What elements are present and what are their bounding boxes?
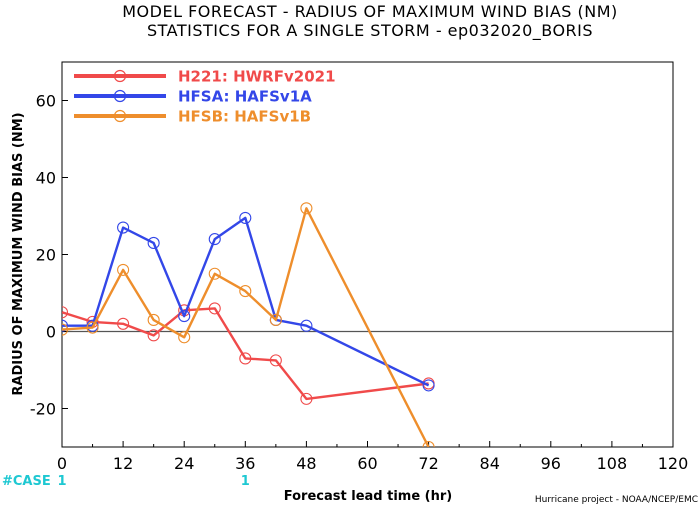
- legend: H221: HWRFv2021 HFSA: HAFSv1A HFSB: HAFSv1…: [74, 68, 336, 126]
- data-point: [62, 319, 69, 332]
- data-point: [147, 313, 160, 327]
- data-point: [269, 313, 282, 327]
- data-point: [300, 202, 313, 215]
- data-point: [422, 379, 435, 392]
- x-tick-label: 72: [418, 454, 438, 473]
- x-tick-label: 60: [357, 454, 377, 473]
- x-tick-label: 96: [541, 454, 561, 473]
- data-point: [300, 392, 313, 405]
- data-point: [239, 211, 252, 224]
- tick-layer: 0 12 24 36 48 60 72 84 96 108 120 -20 0 20 40 60: [30, 92, 688, 474]
- x-tick-label: 0: [57, 454, 67, 473]
- series-2: [62, 202, 435, 447]
- case-label: #CASE: [2, 474, 51, 489]
- data-point: [62, 306, 69, 319]
- data-point: [269, 354, 282, 367]
- x-tick-label: 108: [597, 454, 628, 473]
- legend-marker: [113, 89, 127, 103]
- series-line: [62, 307, 429, 401]
- data-point: [178, 331, 191, 344]
- data-point: [117, 317, 130, 330]
- y-tick-label: 0: [46, 323, 56, 342]
- series-line: [62, 216, 430, 387]
- data-point: [208, 233, 221, 246]
- data-point: [239, 352, 252, 365]
- legend-marker: [113, 109, 127, 123]
- data-point: [208, 267, 221, 280]
- y-axis-label: RADIUS OF MAXIMUM WIND BIAS (NM): [11, 112, 26, 395]
- legend-label: H221: HWRFv2021: [178, 68, 336, 86]
- data-point: [62, 323, 69, 336]
- credit-text: Hurricane project - NOAA/NCEP/EMC: [535, 495, 698, 505]
- case-count: 1: [241, 474, 250, 489]
- data-point: [117, 263, 130, 276]
- data-point: [239, 285, 252, 298]
- y-tick-label: 40: [36, 169, 56, 188]
- legend-label: HFSB: HAFSv1B: [178, 108, 311, 126]
- series-line: [62, 207, 430, 447]
- series-layer: [62, 202, 435, 447]
- x-tick-label: 84: [480, 454, 500, 473]
- data-point: [86, 321, 99, 334]
- x-tick-label: 120: [658, 454, 689, 473]
- legend-label: HFSA: HAFSv1A: [178, 88, 312, 106]
- legend-marker: [113, 69, 127, 83]
- data-point: [147, 329, 160, 342]
- data-point: [422, 440, 435, 447]
- x-tick-label: 36: [235, 454, 255, 473]
- x-axis-label: Forecast lead time (hr): [284, 489, 452, 504]
- data-point: [178, 310, 191, 323]
- plot-frame: [61, 61, 674, 448]
- case-count: 1: [57, 474, 66, 489]
- chart-title-line2: STATISTICS FOR A SINGLE STORM - ep032020…: [147, 21, 593, 41]
- y-tick-label: -20: [30, 400, 56, 419]
- y-tick-label: 20: [36, 246, 56, 265]
- x-tick-label: 48: [296, 454, 316, 473]
- data-point: [300, 319, 313, 332]
- data-point: [147, 236, 160, 249]
- data-point: [208, 302, 221, 315]
- series-0: [62, 302, 435, 405]
- data-point: [117, 221, 130, 234]
- x-tick-label: 12: [113, 454, 133, 473]
- x-tick-label: 24: [174, 454, 194, 473]
- series-clip-group: [62, 202, 435, 447]
- y-tick-label: 60: [36, 92, 56, 111]
- chart-title-line1: MODEL FORECAST - RADIUS OF MAXIMUM WIND …: [122, 2, 618, 21]
